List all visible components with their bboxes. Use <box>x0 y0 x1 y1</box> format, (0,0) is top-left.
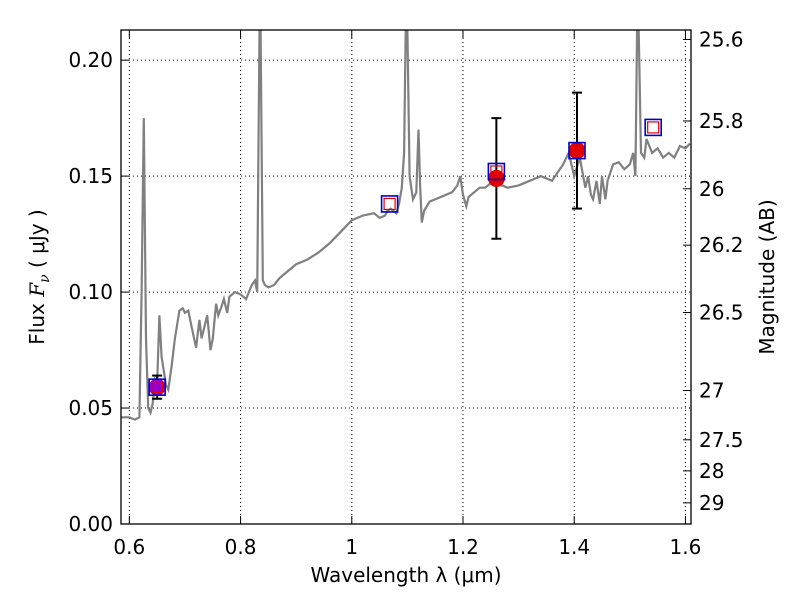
observed-points <box>148 142 586 396</box>
y-tick-label: 0.05 <box>68 396 113 420</box>
model-point-inner <box>151 381 164 394</box>
mag-tick-label: 26.5 <box>699 300 744 324</box>
mag-tick-label: 26.2 <box>699 233 744 257</box>
y-tick-label: 0.15 <box>68 164 113 188</box>
model-point-box <box>380 195 399 213</box>
y-axis-label-left: Flux Fν ( μJy ) <box>25 209 53 344</box>
grid-lines <box>121 30 691 525</box>
y-tick-label: 0.20 <box>68 48 113 72</box>
mag-tick-label: 29 <box>699 491 724 515</box>
model-point-inner <box>383 197 396 211</box>
mag-tick-label: 26 <box>699 177 724 201</box>
mag-tick-label: 28 <box>699 459 724 483</box>
model-point-box <box>644 118 662 137</box>
y-tick-label: 0.10 <box>68 280 113 304</box>
x-tick-label: 0.6 <box>113 535 145 559</box>
mag-tick-label: 27.5 <box>699 428 744 452</box>
x-axis-label: Wavelength λ (μm) <box>310 563 501 587</box>
y-label-prefix: Flux <box>25 297 49 345</box>
model-point-inner <box>490 165 503 178</box>
mag-tick-label: 27 <box>699 379 724 403</box>
model-point-box <box>487 162 506 181</box>
model-point-inner <box>570 144 584 157</box>
y-label-var: F <box>25 282 49 298</box>
tick-labels: 0.6 0.8 1 1.2 1.4 1.6 0.00 0.05 0.10 0.15 0.20 25.6… <box>68 27 743 559</box>
x-tick-label: 0.8 <box>225 535 257 559</box>
x-tick-label: 1.6 <box>670 535 702 559</box>
y-label-sub: ν <box>37 274 53 283</box>
plot-frame <box>120 29 692 525</box>
plot-area <box>121 30 691 421</box>
x-tick-label: 1.4 <box>558 535 590 559</box>
y-label-suffix: ( μJy ) <box>25 209 49 274</box>
model-point-box <box>568 141 586 160</box>
axis-ticks <box>121 30 691 525</box>
mag-tick-label: 25.8 <box>699 109 744 133</box>
y-axis-label-right: Magnitude (AB) <box>755 199 779 354</box>
x-tick-label: 1 <box>345 535 358 559</box>
spectrum-line <box>121 30 691 421</box>
mag-tick-label: 25.6 <box>699 27 744 51</box>
model-point-inner <box>647 121 660 134</box>
model-points <box>148 118 662 396</box>
error-bars <box>152 91 582 400</box>
x-tick-label: 1.2 <box>447 535 479 559</box>
y-tick-label: 0.00 <box>68 512 113 536</box>
model-point-box <box>148 378 166 396</box>
